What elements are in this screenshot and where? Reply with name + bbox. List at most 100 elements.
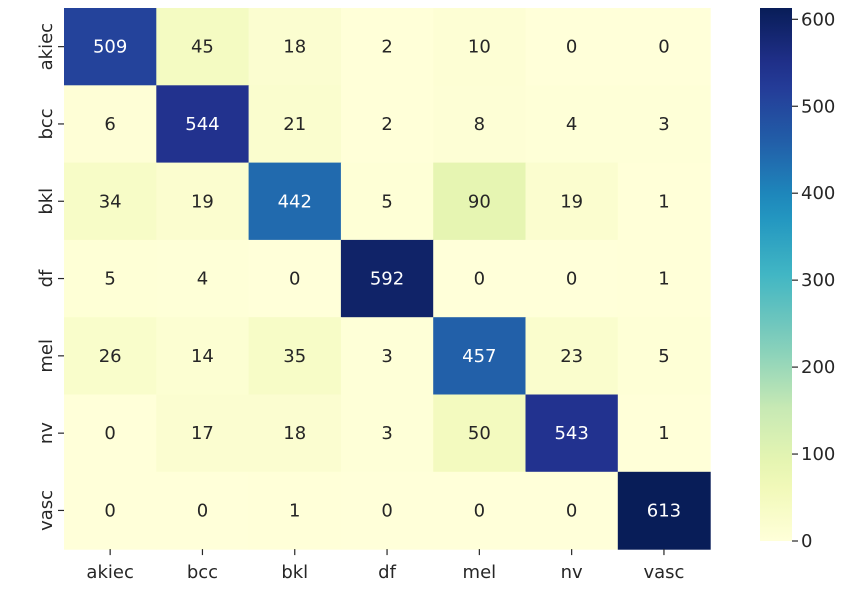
cell-bkl-nv	[525, 162, 619, 241]
cell-mel-df	[340, 317, 434, 396]
cell-vasc-mel	[433, 471, 527, 550]
cell-label-bcc-nv: 4	[566, 114, 577, 135]
cell-label-df-akiec: 5	[104, 269, 115, 290]
colorbar-tick-label-200: 200	[801, 357, 835, 378]
x-tick-label-bkl: bkl	[281, 562, 308, 583]
cell-mel-mel	[433, 317, 527, 396]
cell-mel-bkl	[248, 317, 342, 396]
cell-label-bkl-vasc: 1	[658, 191, 669, 212]
cell-bcc-mel	[433, 85, 527, 164]
x-tick-label-bcc: bcc	[187, 562, 218, 583]
cell-bcc-vasc	[617, 85, 711, 164]
cell-label-mel-vasc: 5	[658, 346, 669, 367]
cell-label-vasc-mel: 0	[474, 500, 485, 521]
cell-label-akiec-akiec: 509	[93, 37, 127, 58]
cell-label-akiec-mel: 10	[468, 37, 491, 58]
y-axis-ticks: akiec bcc bkl df mel nv vasc	[36, 23, 64, 531]
cell-label-vasc-vasc: 613	[647, 500, 681, 521]
y-tick-label-df: df	[36, 269, 57, 287]
cell-label-bcc-bcc: 544	[185, 114, 219, 135]
cell-label-bcc-akiec: 6	[104, 114, 115, 135]
colorbar: 0 100 200 300 400 500 600	[760, 8, 835, 552]
cell-mel-bcc	[156, 317, 250, 396]
cell-label-nv-df: 3	[381, 423, 392, 444]
cell-label-df-df: 592	[370, 269, 404, 290]
cell-label-df-mel: 0	[474, 269, 485, 290]
y-tick-label-nv: nv	[36, 422, 57, 444]
cell-akiec-bkl	[248, 8, 342, 86]
heatmap-cells: 509 45 18 2 10 0 06 544 21 2 8 4 334 19 442 5 90 19 15 4 0 59…	[64, 8, 711, 550]
cell-vasc-df	[340, 471, 434, 550]
cell-vasc-vasc	[617, 471, 711, 550]
cell-label-bkl-bkl: 442	[278, 191, 312, 212]
x-tick-label-mel: mel	[463, 562, 497, 583]
cell-nv-bcc	[156, 394, 250, 473]
colorbar-tick-label-300: 300	[801, 270, 835, 291]
cell-nv-nv	[525, 394, 619, 473]
cell-label-nv-bcc: 17	[191, 423, 214, 444]
cell-label-nv-mel: 50	[468, 423, 491, 444]
cell-label-vasc-nv: 0	[566, 500, 577, 521]
cell-label-bcc-df: 2	[381, 114, 392, 135]
cell-mel-nv	[525, 317, 619, 396]
cell-label-vasc-bcc: 0	[197, 500, 208, 521]
cell-label-df-vasc: 1	[658, 269, 669, 290]
cell-bkl-vasc	[617, 162, 711, 241]
cell-label-bcc-bkl: 21	[283, 114, 306, 135]
cell-label-nv-nv: 543	[554, 423, 588, 444]
cell-akiec-nv	[525, 8, 619, 86]
cell-label-nv-bkl: 18	[283, 423, 306, 444]
cell-akiec-mel	[433, 8, 527, 86]
cell-bkl-df	[340, 162, 434, 241]
cell-label-akiec-bcc: 45	[191, 37, 214, 58]
x-tick-label-vasc: vasc	[643, 562, 684, 583]
cell-bkl-bkl	[248, 162, 342, 241]
cell-label-df-nv: 0	[566, 269, 577, 290]
y-tick-label-bkl: bkl	[36, 188, 57, 215]
cell-label-bkl-mel: 90	[468, 191, 491, 212]
cell-label-mel-bkl: 35	[283, 346, 306, 367]
cell-label-akiec-nv: 0	[566, 37, 577, 58]
cell-akiec-df	[340, 8, 434, 86]
colorbar-tick-label-400: 400	[801, 183, 835, 204]
cell-label-nv-akiec: 0	[104, 423, 115, 444]
cell-df-bkl	[248, 239, 342, 318]
cell-bcc-df	[340, 85, 434, 164]
cell-df-nv	[525, 239, 619, 318]
cell-bkl-akiec	[64, 162, 157, 241]
cell-nv-bkl	[248, 394, 342, 473]
cell-df-df	[340, 239, 434, 318]
cell-nv-akiec	[64, 394, 157, 473]
cell-bcc-bkl	[248, 85, 342, 164]
cell-label-nv-vasc: 1	[658, 423, 669, 444]
cell-mel-akiec	[64, 317, 157, 396]
y-tick-label-mel: mel	[36, 339, 57, 373]
x-tick-label-akiec: akiec	[86, 562, 133, 583]
cell-label-bkl-df: 5	[381, 191, 392, 212]
cell-akiec-bcc	[156, 8, 250, 86]
cell-label-bkl-nv: 19	[560, 191, 583, 212]
cell-nv-vasc	[617, 394, 711, 473]
colorbar-tick-label-100: 100	[801, 444, 835, 465]
cell-df-mel	[433, 239, 527, 318]
cell-bcc-akiec	[64, 85, 157, 164]
cell-label-bkl-akiec: 34	[99, 191, 122, 212]
cell-vasc-nv	[525, 471, 619, 550]
colorbar-tick-label-500: 500	[801, 96, 835, 117]
cell-label-vasc-akiec: 0	[104, 500, 115, 521]
cell-label-bcc-mel: 8	[474, 114, 485, 135]
colorbar-ticks: 0 100 200 300 400 500 600	[792, 9, 835, 552]
x-tick-label-nv: nv	[561, 562, 583, 583]
cell-bkl-mel	[433, 162, 527, 241]
cell-label-mel-nv: 23	[560, 346, 583, 367]
cell-label-akiec-vasc: 0	[658, 37, 669, 58]
cell-label-bcc-vasc: 3	[658, 114, 669, 135]
cell-vasc-bcc	[156, 471, 250, 550]
cell-label-akiec-bkl: 18	[283, 37, 306, 58]
y-tick-label-akiec: akiec	[36, 23, 57, 70]
cell-vasc-akiec	[64, 471, 157, 550]
cell-bcc-bcc	[156, 85, 250, 164]
colorbar-tick-label-0: 0	[801, 531, 812, 552]
cell-label-mel-df: 3	[381, 346, 392, 367]
cell-label-vasc-bkl: 1	[289, 500, 300, 521]
